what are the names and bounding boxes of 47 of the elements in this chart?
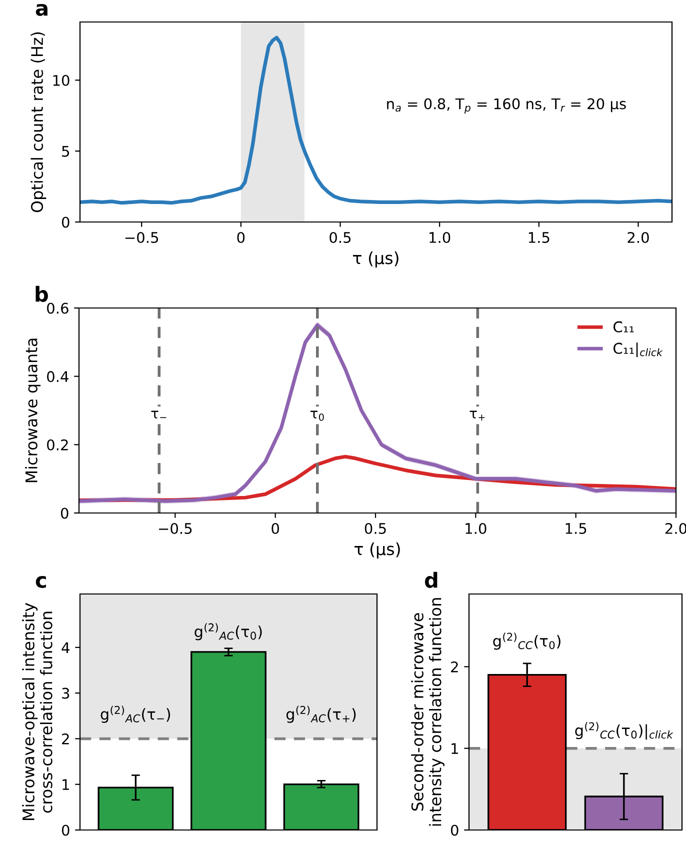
annotation: g$^{(2)}$$_{CC}$(τ$_{0}$)|$_{click}$: [575, 722, 674, 740]
y-tick-label: 3: [62, 688, 70, 699]
annotation: g$^{(2)}$$_{AC}$(τ$_{+}$): [286, 706, 356, 723]
y-tick-label: 0.6: [47, 302, 68, 314]
chart-title: a: [36, 4, 48, 16]
y-tick-label: 1: [62, 779, 69, 790]
ref-line-label: τ$_{+}$: [470, 410, 485, 421]
y-axis-title: Optical count rate (Hz): [30, 32, 46, 212]
y-axis-title: Microwave quanta: [25, 338, 41, 482]
y-axis-title: Second-order microwave intensity correlation function: [411, 598, 444, 826]
legend-label: C̄₁₁|$_{click}$: [614, 342, 663, 358]
x-tick-label: 0.5: [330, 232, 351, 244]
x-tick-label: 0.5: [364, 522, 386, 534]
y-tick-label: 0: [450, 824, 458, 836]
annotation: g$^{(2)}$$_{CC}$(τ$_{0}$): [493, 632, 560, 650]
x-tick-label: −0.5: [159, 522, 192, 534]
x-axis-title: τ (μs): [354, 542, 400, 559]
y-axis-title: Microwave-optical intensity cross-correlation function: [22, 602, 52, 820]
x-tick-label: 1.0: [430, 232, 450, 244]
chart-title: c: [36, 576, 46, 588]
y-tick-label: 10: [53, 74, 70, 86]
legend-label: C̄₁₁: [614, 321, 634, 332]
x-tick-label: 1.5: [528, 232, 550, 244]
annotation: g$^{(2)}$$_{AC}$(τ$_{0}$): [194, 623, 262, 640]
y-tick-label: 0.2: [47, 439, 68, 450]
y-tick-label: 2: [451, 661, 458, 672]
x-tick-label: 1.0: [466, 522, 486, 534]
y-tick-label: 0: [60, 508, 68, 519]
chart-title: b: [36, 286, 48, 302]
x-tick-label: 2.0: [628, 232, 649, 244]
y-tick-label: 0.4: [47, 371, 68, 382]
ref-line-label: τ$_{−}$: [151, 410, 166, 418]
y-tick-label: 5: [62, 146, 70, 157]
y-tick-label: 1: [452, 743, 458, 754]
x-tick-label: 1.5: [566, 523, 586, 534]
x-tick-label: −0.5: [125, 232, 158, 244]
annotation: g$^{(2)}$$_{AC}$(τ$_{−}$): [100, 706, 170, 723]
chart-title: d: [424, 572, 438, 588]
ref-line-label: τ$_{0}$: [310, 410, 324, 421]
y-tick-label: 0: [62, 216, 70, 228]
y-tick-label: 0: [62, 824, 70, 836]
y-tick-label: 4: [62, 642, 70, 653]
annotation: n$_{a}$ = 0.8, T$_{p}$ = 160 ns, T$_{r}$ = 20 μs: [387, 98, 626, 114]
x-tick-label: 0: [237, 232, 245, 244]
x-tick-label: 0: [272, 522, 279, 534]
y-tick-label: 2: [62, 733, 69, 744]
x-axis-title: τ (μs): [353, 251, 398, 268]
